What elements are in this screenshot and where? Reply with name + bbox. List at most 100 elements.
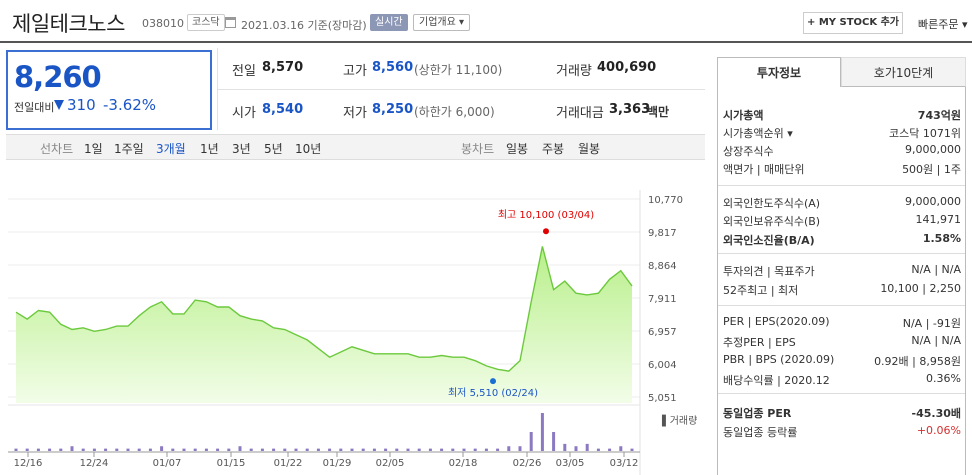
sector-section bbox=[718, 393, 965, 443]
y-tick-label: 6,957 bbox=[648, 327, 677, 338]
y-tick-label: 9,817 bbox=[648, 228, 677, 239]
volume-bar bbox=[361, 448, 365, 451]
divider bbox=[217, 89, 705, 90]
volume-bar bbox=[137, 448, 141, 451]
volume-bar bbox=[507, 446, 511, 451]
info-row-label: 배당수익률 | 2020.12 bbox=[723, 374, 830, 387]
volume-value: 400,690 bbox=[597, 60, 657, 75]
low-label: 저가 bbox=[343, 106, 367, 121]
info-row: 외국인보유주식수(B) 141,971 bbox=[723, 211, 961, 229]
info-row-value: 0.36% bbox=[926, 372, 961, 385]
info-row-value: N/A | -91원 bbox=[902, 317, 961, 330]
info-row: 상장주식수 9,000,000 bbox=[723, 141, 961, 159]
info-row-label: 액면가 | 매매단위 bbox=[723, 163, 805, 176]
period-3y[interactable]: 3년 bbox=[232, 142, 251, 156]
volume-bar bbox=[104, 448, 108, 451]
line-chart-label[interactable]: 선차트 bbox=[40, 142, 74, 156]
info-row: 액면가 | 매매단위 500원 | 1주 bbox=[723, 159, 961, 177]
period-1d[interactable]: 1일 bbox=[84, 142, 103, 156]
max-marker bbox=[543, 228, 549, 235]
trade-amount-unit: 백만 bbox=[647, 105, 670, 119]
volume-bar bbox=[171, 448, 175, 451]
x-tick-label: 03/12 bbox=[610, 458, 639, 469]
quick-order-dropdown[interactable]: 빠른주문 ▾ bbox=[918, 18, 968, 31]
y-tick-label: 5,051 bbox=[648, 393, 677, 404]
realtime-button[interactable]: 실시간 bbox=[370, 14, 408, 31]
volume-label: ▌거래량 bbox=[661, 414, 697, 427]
company-info-dropdown[interactable]: 기업개요 ▾ bbox=[413, 14, 470, 31]
period-1w[interactable]: 1주일 bbox=[114, 142, 144, 156]
tab-order-book[interactable]: 호가10단계 bbox=[841, 57, 966, 87]
divider bbox=[0, 44, 972, 45]
info-row-label: 외국인보유주식수(B) bbox=[723, 215, 821, 228]
info-row-value: 500원 | 1주 bbox=[902, 163, 961, 176]
volume-bar bbox=[406, 448, 410, 451]
candle-daily[interactable]: 일봉 bbox=[506, 142, 529, 156]
tab-investment-info[interactable]: 투자정보 bbox=[717, 57, 841, 87]
volume-bar bbox=[249, 448, 253, 451]
volume-bar bbox=[372, 448, 376, 451]
volume-bar bbox=[619, 446, 623, 451]
volume-bar bbox=[272, 448, 276, 451]
volume-bar bbox=[81, 448, 85, 451]
info-row-label: PER | EPS(2020.09) bbox=[723, 315, 830, 328]
info-row-label: PBR | BPS (2020.09) bbox=[723, 353, 835, 366]
min-marker bbox=[490, 378, 496, 385]
diff-value: 310 bbox=[67, 96, 96, 114]
x-tick-label: 03/05 bbox=[556, 458, 585, 469]
period-5y[interactable]: 5년 bbox=[264, 142, 283, 156]
volume-bar bbox=[115, 448, 119, 451]
info-tabs: 투자정보 호가10단계 bbox=[717, 57, 966, 87]
candle-weekly[interactable]: 주봉 bbox=[542, 142, 565, 156]
info-row-value: 0.92배 | 8,958원 bbox=[874, 355, 961, 368]
candle-monthly[interactable]: 월봉 bbox=[578, 142, 601, 156]
x-tick-label: 02/26 bbox=[513, 458, 542, 469]
info-row-value: 743억원 bbox=[917, 109, 961, 122]
period-10y[interactable]: 10년 bbox=[295, 142, 322, 156]
candle-chart-label[interactable]: 봉차트 bbox=[461, 142, 495, 156]
volume-bar bbox=[339, 448, 343, 451]
volume-bar bbox=[563, 443, 567, 451]
info-row: 52주최고 | 최저 10,100 | 2,250 bbox=[723, 280, 961, 298]
upper-limit: (상한가 11,100) bbox=[414, 63, 503, 77]
volume-bar bbox=[92, 448, 96, 451]
volume-bar bbox=[70, 446, 74, 451]
info-row: 외국인한도주식수(A) 9,000,000 bbox=[723, 193, 961, 211]
volume-bar bbox=[585, 443, 589, 451]
volume-bar bbox=[160, 446, 164, 451]
x-tick-label: 12/16 bbox=[14, 458, 43, 469]
volume-bar bbox=[148, 448, 152, 451]
info-row: 시가총액순위 ▾ 코스닥 1071위 bbox=[723, 123, 961, 141]
y-tick-label: 10,770 bbox=[648, 195, 683, 206]
info-row-label: 시가총액순위 ▾ bbox=[723, 127, 793, 140]
lower-limit: (하한가 6,000) bbox=[414, 105, 495, 119]
prev-close-value: 8,570 bbox=[262, 60, 304, 75]
volume-bar bbox=[630, 448, 634, 451]
volume-bar bbox=[384, 448, 388, 451]
add-my-stock-button[interactable]: + MY STOCK 추가 bbox=[803, 12, 903, 34]
volume-bar bbox=[193, 448, 197, 451]
company-name: 제일테크노스 bbox=[12, 12, 125, 36]
current-price: 8,260 bbox=[14, 60, 102, 94]
info-row-value: -45.30배 bbox=[911, 407, 961, 420]
info-row-label: 투자의견 | 목표주가 bbox=[723, 265, 815, 278]
volume-bar bbox=[552, 432, 556, 451]
info-row: PBR | BPS (2020.09) 0.92배 | 8,958원 bbox=[723, 351, 961, 369]
info-row: 투자의견 | 목표주가 N/A | N/A bbox=[723, 261, 961, 279]
volume-bar bbox=[529, 432, 533, 451]
period-1y[interactable]: 1년 bbox=[200, 142, 219, 156]
volume-bar bbox=[417, 448, 421, 451]
valuation-section bbox=[718, 305, 965, 387]
period-3m[interactable]: 3개월 bbox=[156, 142, 186, 156]
info-row-value: 1.58% bbox=[922, 232, 961, 245]
stock-code: 038010 bbox=[142, 17, 184, 30]
volume-bar bbox=[496, 448, 500, 451]
x-tick-label: 01/15 bbox=[217, 458, 246, 469]
info-row-value: 9,000,000 bbox=[905, 195, 961, 208]
y-tick-label: 8,864 bbox=[648, 261, 677, 272]
info-row-label: 동일업종 PER bbox=[723, 407, 792, 420]
x-tick-label: 01/07 bbox=[153, 458, 182, 469]
down-arrow-icon bbox=[54, 100, 64, 110]
y-tick-label: 7,911 bbox=[648, 294, 677, 305]
volume-bar bbox=[59, 448, 63, 451]
